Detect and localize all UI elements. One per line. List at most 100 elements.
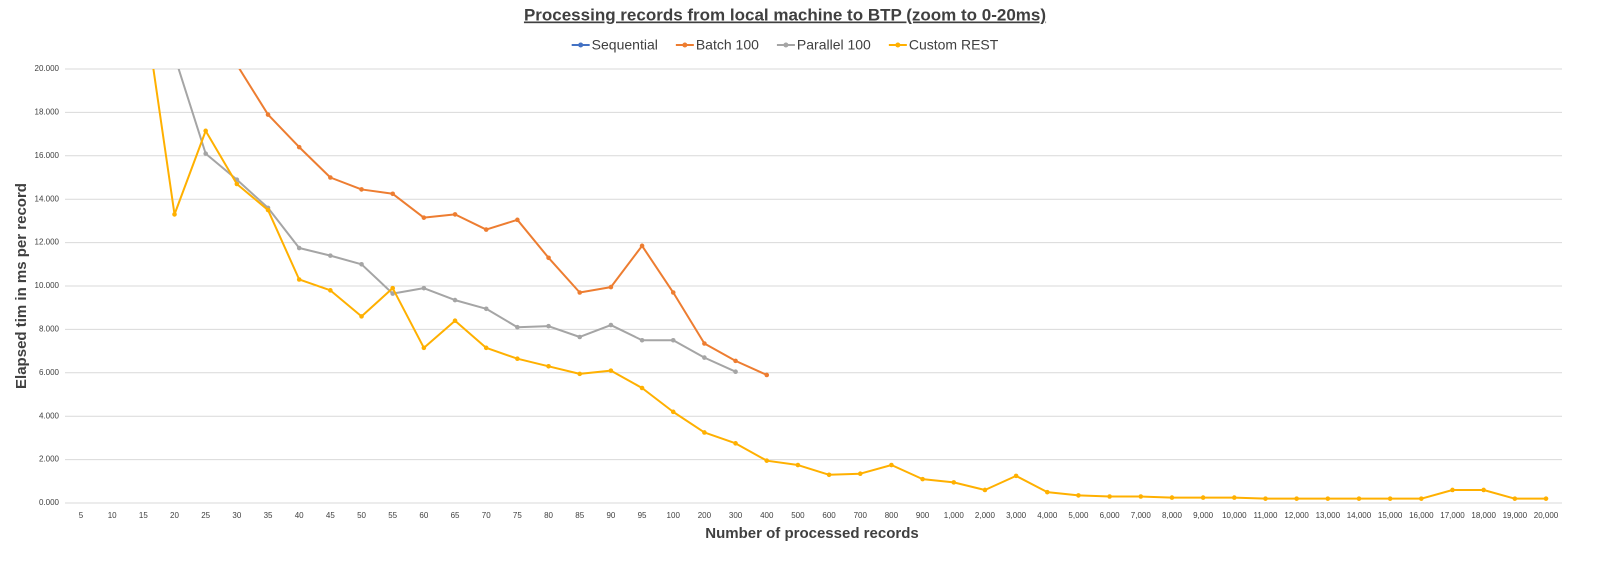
x-tick-label: 25 <box>201 511 210 520</box>
data-point <box>296 245 302 251</box>
data-point <box>702 355 707 360</box>
data-point <box>826 472 832 478</box>
y-tick-label: 12.000 <box>35 238 60 247</box>
data-point <box>1325 496 1331 501</box>
grid: 0.000 2.000 4.000 6.000 8.000 10.000 12.000 14.… <box>35 64 1562 520</box>
x-tick-label: 600 <box>822 511 836 520</box>
data-point <box>1107 494 1112 499</box>
x-tick-label: 90 <box>606 511 615 520</box>
data-point <box>359 187 364 192</box>
x-tick-label: 65 <box>451 511 460 520</box>
x-tick-label: 10,000 <box>1222 511 1247 520</box>
legend: Sequential Batch 100 Parallel 100 Custom RE… <box>571 37 999 53</box>
data-point <box>1263 496 1268 501</box>
data-point <box>390 285 396 291</box>
data-point <box>1419 496 1424 501</box>
data-point <box>764 458 770 463</box>
x-tick-label: 700 <box>854 511 868 520</box>
y-tick-label: 14.000 <box>35 194 60 203</box>
x-tick-label: 800 <box>885 511 899 520</box>
data-point <box>515 217 520 223</box>
data-point <box>1013 473 1019 479</box>
x-tick-label: 200 <box>698 511 712 520</box>
data-point <box>172 212 177 217</box>
x-tick-label: 35 <box>264 511 273 520</box>
x-tick-label: 4,000 <box>1037 511 1058 520</box>
data-point <box>546 363 551 369</box>
legend-marker <box>895 42 901 48</box>
data-point <box>515 356 520 361</box>
data-point <box>1450 487 1455 493</box>
data-point <box>702 341 707 346</box>
x-tick-label: 1,000 <box>944 511 965 520</box>
x-tick-label: 75 <box>513 511 522 520</box>
legend-marker <box>783 42 789 48</box>
x-tick-label: 19,000 <box>1503 511 1528 520</box>
plot <box>141 0 1549 501</box>
x-tick-label: 16,000 <box>1409 511 1434 520</box>
data-point <box>328 175 333 180</box>
data-point <box>1200 495 1206 500</box>
data-point <box>670 409 676 415</box>
data-point <box>920 476 925 482</box>
data-point <box>951 480 957 485</box>
data-point <box>141 0 146 2</box>
data-point <box>452 297 458 303</box>
x-tick-label: 85 <box>575 511 584 520</box>
data-point <box>1231 495 1237 500</box>
data-point <box>359 314 364 319</box>
data-point <box>889 462 894 468</box>
data-point <box>328 253 333 258</box>
data-point <box>265 112 271 117</box>
x-tick-label: 5,000 <box>1068 511 1089 520</box>
data-point <box>421 345 427 351</box>
legend-item: Custom REST <box>888 37 999 53</box>
data-point <box>452 318 458 324</box>
x-tick-label: 55 <box>388 511 397 520</box>
x-tick-label: 7,000 <box>1131 511 1152 520</box>
x-tick-label: 70 <box>482 511 491 520</box>
data-point <box>452 212 458 217</box>
x-tick-label: 10 <box>108 511 117 520</box>
data-point <box>670 290 676 295</box>
x-tick-label: 30 <box>232 511 241 520</box>
data-point <box>1076 493 1081 498</box>
data-point <box>608 322 614 328</box>
y-tick-label: 20.000 <box>35 64 60 73</box>
data-point <box>733 441 738 446</box>
y-tick-label: 6.000 <box>39 368 60 377</box>
x-tick-label: 20 <box>170 511 179 520</box>
data-point <box>296 144 302 150</box>
data-point <box>1512 496 1518 501</box>
data-point <box>577 334 583 340</box>
data-point <box>296 277 302 282</box>
data-point <box>172 54 177 59</box>
x-tick-label: 3,000 <box>1006 511 1027 520</box>
data-point <box>764 372 770 378</box>
data-point <box>203 151 208 156</box>
data-point <box>546 255 551 261</box>
data-point <box>265 207 271 213</box>
x-tick-label: 12,000 <box>1284 511 1309 520</box>
x-tick-label: 18,000 <box>1471 511 1496 520</box>
y-axis-title: Elapsed tim in ms per record <box>13 183 30 389</box>
data-point <box>421 215 427 220</box>
data-point <box>733 358 738 364</box>
y-tick-label: 8.000 <box>39 325 60 334</box>
data-point <box>390 191 396 197</box>
data-point <box>483 345 489 351</box>
data-point <box>328 288 333 293</box>
legend-item: Batch 100 <box>675 37 759 53</box>
data-point <box>857 471 863 477</box>
data-point <box>1543 496 1549 501</box>
x-tick-label: 13,000 <box>1316 511 1341 520</box>
data-point <box>702 430 707 435</box>
x-tick-label: 15,000 <box>1378 511 1403 520</box>
data-point <box>234 181 240 187</box>
legend-item: Sequential <box>571 37 658 53</box>
data-point <box>608 284 614 290</box>
x-tick-label: 50 <box>357 511 366 520</box>
data-point <box>1169 495 1175 500</box>
data-point <box>577 371 583 377</box>
x-tick-label: 100 <box>667 511 681 520</box>
